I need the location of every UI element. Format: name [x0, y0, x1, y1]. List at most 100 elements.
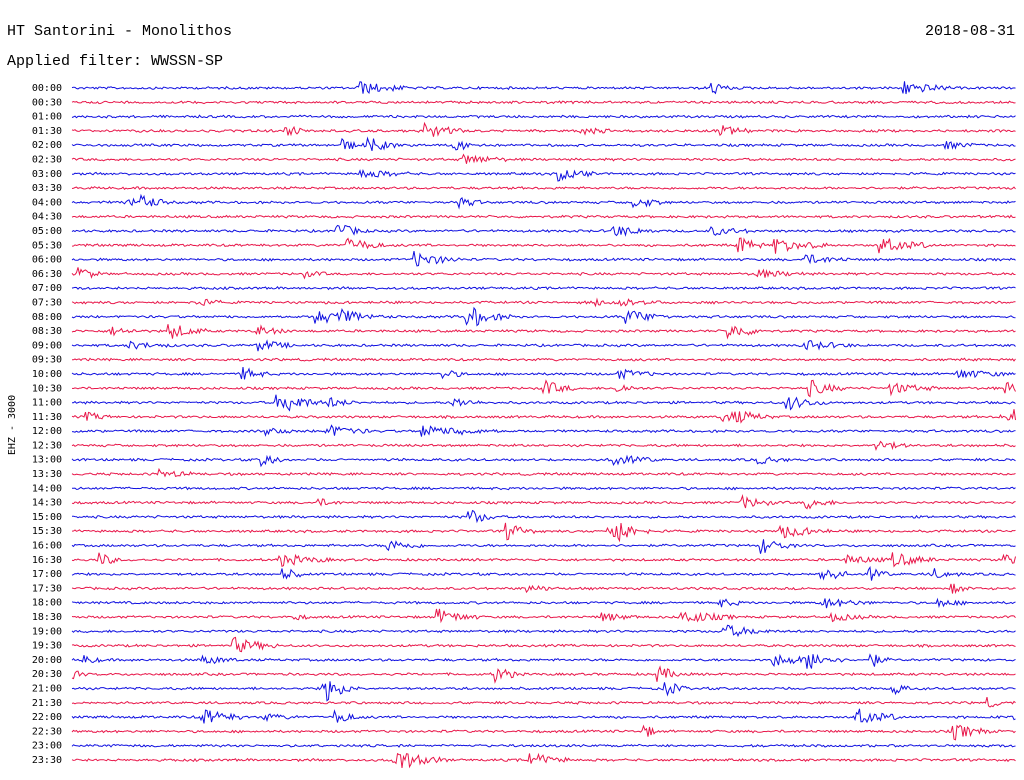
time-label: 13:30	[32, 469, 62, 480]
time-label: 11:00	[32, 398, 62, 409]
time-label: 05:00	[32, 226, 62, 237]
trace	[71, 743, 1016, 748]
time-label: 06:30	[32, 269, 62, 280]
trace	[71, 552, 1016, 568]
trace	[71, 251, 1016, 267]
time-label: 21:00	[32, 684, 62, 695]
time-label: 02:00	[32, 140, 62, 151]
time-label: 07:30	[32, 297, 62, 308]
trace	[71, 193, 1016, 210]
filter-label: Applied filter: WWSSN-SP	[7, 53, 223, 70]
trace	[71, 493, 1016, 510]
trace	[71, 509, 1016, 524]
time-label: 22:30	[32, 726, 62, 737]
trace	[71, 185, 1016, 191]
trace	[71, 681, 1016, 702]
trace	[71, 583, 1016, 595]
trace	[71, 696, 1016, 708]
time-label: 03:00	[32, 169, 62, 180]
trace	[71, 81, 1016, 95]
trace	[71, 379, 1016, 398]
trace	[71, 624, 1016, 638]
trace	[71, 409, 1016, 424]
time-label: 19:30	[32, 641, 62, 652]
time-label: 21:30	[32, 698, 62, 709]
trace	[71, 121, 1016, 137]
trace	[71, 636, 1016, 653]
trace	[71, 424, 1016, 437]
trace	[71, 153, 1016, 164]
trace	[71, 306, 1016, 327]
trace	[71, 214, 1016, 219]
time-label: 17:00	[32, 569, 62, 580]
time-label: 06:00	[32, 255, 62, 266]
trace	[71, 366, 1016, 381]
trace	[72, 394, 1016, 412]
time-label: 19:00	[32, 626, 62, 637]
axis-label: EHZ - 3000	[7, 395, 18, 455]
time-label: 04:30	[32, 212, 62, 223]
time-label: 18:30	[32, 612, 62, 623]
trace	[72, 168, 1016, 182]
time-label: 08:30	[32, 326, 62, 337]
time-label: 12:30	[32, 440, 62, 451]
time-label: 00:00	[32, 83, 62, 94]
time-label: 00:30	[32, 97, 62, 108]
trace	[71, 286, 1016, 291]
trace	[71, 653, 1016, 669]
trace	[71, 708, 1016, 724]
trace	[71, 454, 1016, 468]
time-label: 01:30	[32, 126, 62, 137]
trace	[71, 565, 1016, 581]
time-label: 17:30	[32, 583, 62, 594]
time-label: 20:00	[32, 655, 62, 666]
time-label: 02:30	[32, 154, 62, 165]
time-label: 10:30	[32, 383, 62, 394]
trace	[71, 539, 1016, 554]
station-title: HT Santorini - Monolithos	[7, 23, 232, 40]
time-label: 03:30	[32, 183, 62, 194]
trace	[71, 752, 1016, 769]
trace	[71, 324, 1016, 340]
trace	[71, 597, 1016, 609]
time-label: 13:00	[32, 455, 62, 466]
trace	[71, 665, 1016, 684]
time-label: 23:00	[32, 741, 62, 752]
time-label: 10:00	[32, 369, 62, 380]
trace	[71, 339, 1016, 352]
trace	[71, 237, 1016, 254]
time-label: 04:00	[32, 197, 62, 208]
trace	[71, 297, 1016, 308]
trace	[71, 440, 1016, 452]
time-label: 11:30	[32, 412, 62, 423]
trace	[71, 136, 1016, 152]
time-label: 15:30	[32, 526, 62, 537]
trace	[71, 522, 1016, 543]
time-label: 07:00	[32, 283, 62, 294]
trace	[71, 357, 1016, 362]
date-label: 2018-08-31	[925, 23, 1015, 40]
trace	[71, 267, 1016, 280]
time-label: 15:00	[32, 512, 62, 523]
trace	[71, 486, 1016, 491]
time-label: 22:00	[32, 712, 62, 723]
time-label: 16:00	[32, 541, 62, 552]
traces	[71, 81, 1016, 769]
time-label: 08:00	[32, 312, 62, 323]
trace	[71, 608, 1016, 624]
time-label: 16:30	[32, 555, 62, 566]
time-label: 14:30	[32, 498, 62, 509]
time-label: 23:30	[32, 755, 62, 766]
time-label: 18:00	[32, 598, 62, 609]
trace	[71, 114, 1016, 119]
time-label: 01:00	[32, 112, 62, 123]
trace	[71, 224, 1016, 237]
time-label: 12:00	[32, 426, 62, 437]
trace	[71, 724, 1016, 741]
time-label: 09:00	[32, 340, 62, 351]
time-label: 14:00	[32, 483, 62, 494]
time-label: 20:30	[32, 669, 62, 680]
trace	[71, 100, 1016, 105]
time-label: 05:30	[32, 240, 62, 251]
trace	[71, 467, 1016, 478]
